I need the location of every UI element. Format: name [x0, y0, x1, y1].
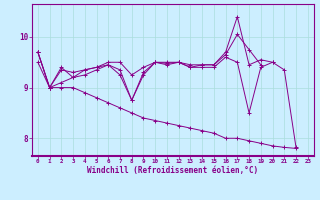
X-axis label: Windchill (Refroidissement éolien,°C): Windchill (Refroidissement éolien,°C) — [87, 166, 258, 175]
